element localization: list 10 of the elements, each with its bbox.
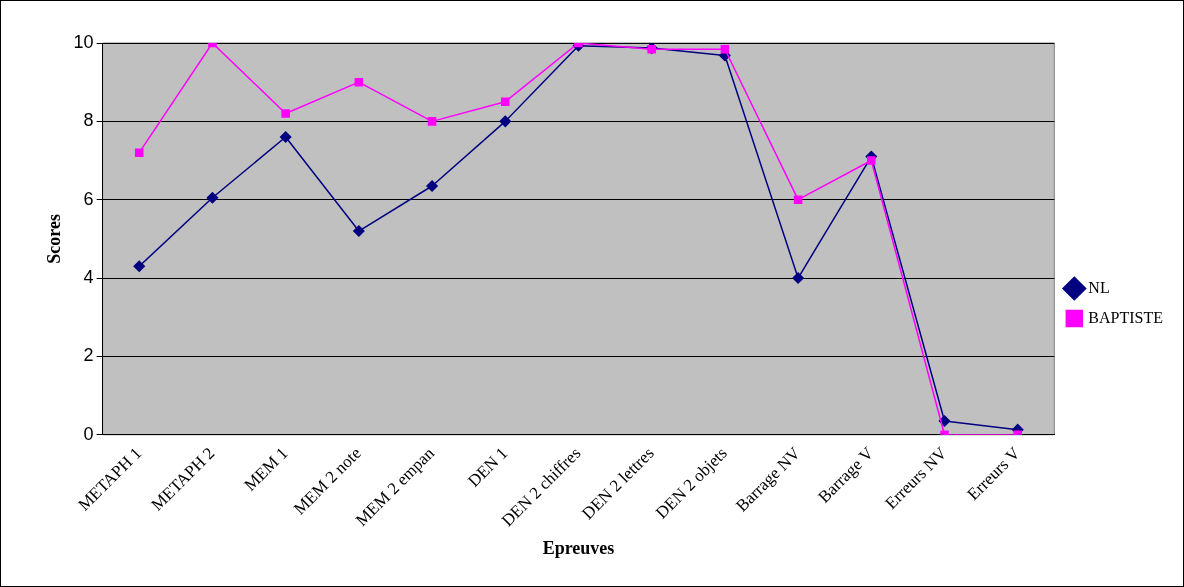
y-tick-label: 2 (83, 345, 94, 366)
y-tick-label: 0 (83, 423, 94, 444)
y-axis-title: Scores (44, 214, 65, 264)
x-axis-title: Epreuves (542, 537, 615, 558)
y-tick-label: 6 (83, 188, 94, 209)
y-tick-label: 4 (83, 267, 94, 288)
y-tick-label: 8 (83, 110, 94, 131)
y-tick-label: 10 (73, 31, 94, 52)
legend-label: NL (1088, 278, 1110, 296)
legend-label: BAPTISTE (1088, 308, 1163, 326)
